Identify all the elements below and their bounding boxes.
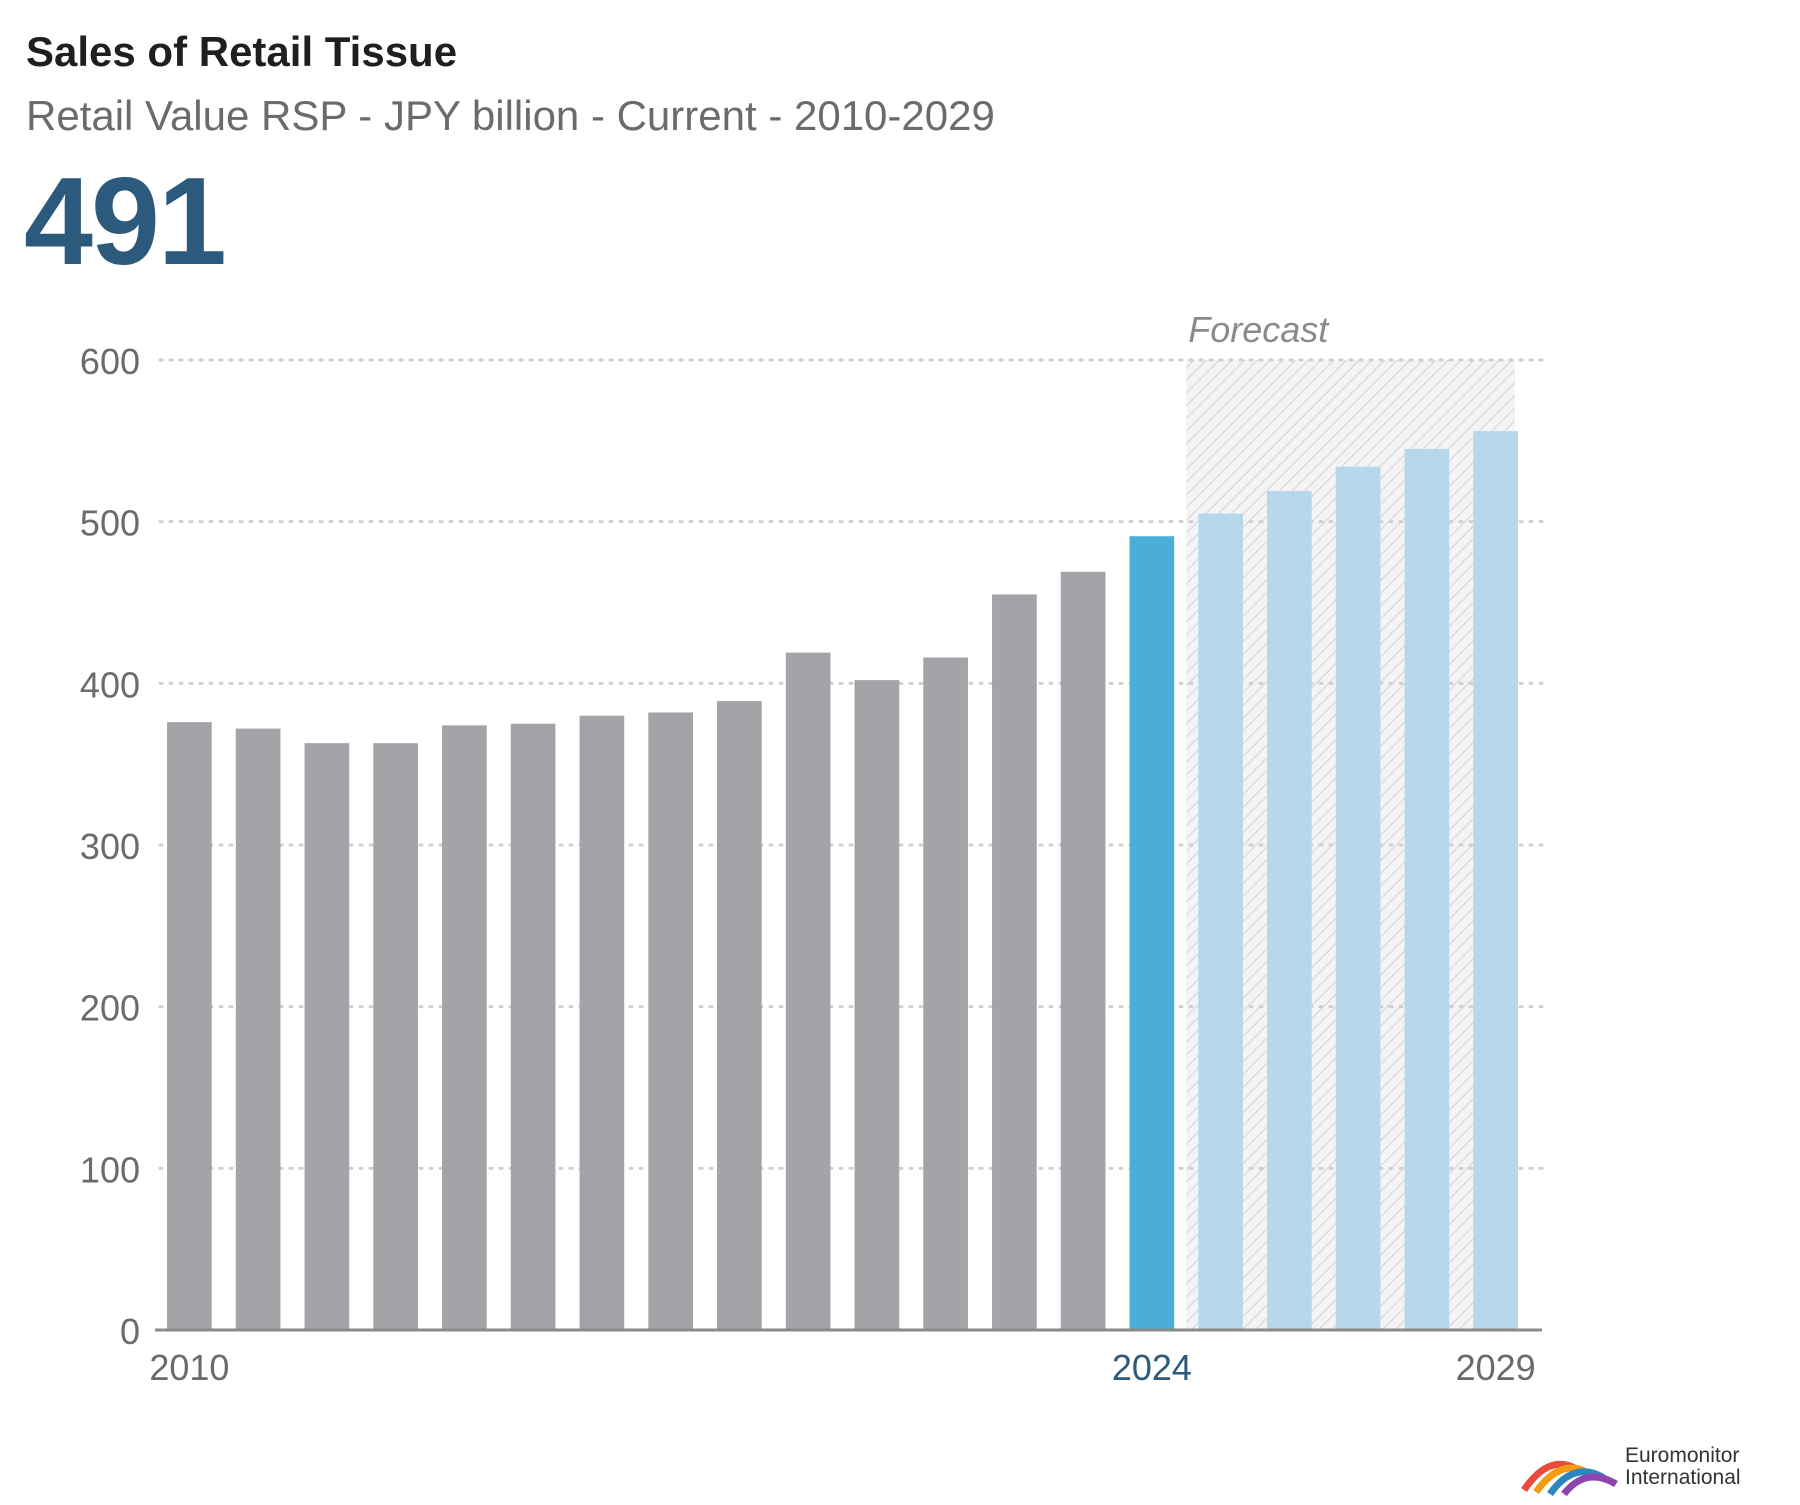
logo-line-2: International bbox=[1625, 1466, 1741, 1489]
euromonitor-logo bbox=[1520, 1440, 1790, 1497]
y-tick-label: 0 bbox=[120, 1311, 140, 1352]
y-tick-label: 600 bbox=[80, 341, 140, 382]
bar-2024 bbox=[1129, 536, 1175, 1330]
bar-2021 bbox=[923, 657, 968, 1330]
bar-2029 bbox=[1473, 431, 1518, 1331]
bar-2026 bbox=[1267, 490, 1312, 1330]
bar-2014 bbox=[442, 725, 487, 1330]
bar-2025 bbox=[1198, 513, 1243, 1330]
headline-value: 491 bbox=[24, 153, 227, 291]
bar-2015 bbox=[510, 723, 556, 1330]
bar-2023 bbox=[1060, 571, 1106, 1330]
bar-chart: Forecast 0 100 200 300 400 500 600 2010 2024 202… bbox=[80, 309, 1544, 1388]
y-tick-label: 400 bbox=[80, 664, 140, 705]
chart-title: Sales of Retail Tissue bbox=[26, 28, 458, 75]
bar-2022 bbox=[992, 594, 1037, 1330]
y-tick-label: 100 bbox=[80, 1149, 140, 1190]
bar-2016 bbox=[579, 715, 625, 1330]
y-tick-label: 300 bbox=[80, 826, 140, 867]
y-tick-label: 200 bbox=[80, 988, 140, 1029]
bar-2019 bbox=[785, 652, 831, 1330]
bar-2027 bbox=[1335, 466, 1381, 1330]
bar-2010 bbox=[167, 722, 212, 1330]
bar-2011 bbox=[235, 728, 281, 1330]
y-tick-label: 500 bbox=[80, 503, 140, 544]
bar-2017 bbox=[648, 712, 693, 1330]
logo-line-1: Euromonitor bbox=[1625, 1444, 1740, 1467]
bar-2012 bbox=[304, 743, 350, 1330]
bars bbox=[167, 431, 1518, 1331]
logo-wordmark: Euromonitor International bbox=[1625, 1445, 1741, 1489]
x-tick-label: 2029 bbox=[1456, 1347, 1536, 1388]
x-tick-label: 2024 bbox=[1112, 1347, 1192, 1388]
bar-2028 bbox=[1404, 448, 1450, 1331]
forecast-label: Forecast bbox=[1188, 309, 1330, 350]
bar-2013 bbox=[373, 743, 418, 1330]
bar-2020 bbox=[854, 680, 900, 1330]
x-tick-label: 2010 bbox=[149, 1347, 229, 1388]
chart-subtitle: Retail Value RSP - JPY billion - Current… bbox=[26, 92, 995, 139]
axes: 2010 2024 2029 bbox=[149, 1328, 1542, 1388]
bar-2018 bbox=[717, 701, 762, 1330]
